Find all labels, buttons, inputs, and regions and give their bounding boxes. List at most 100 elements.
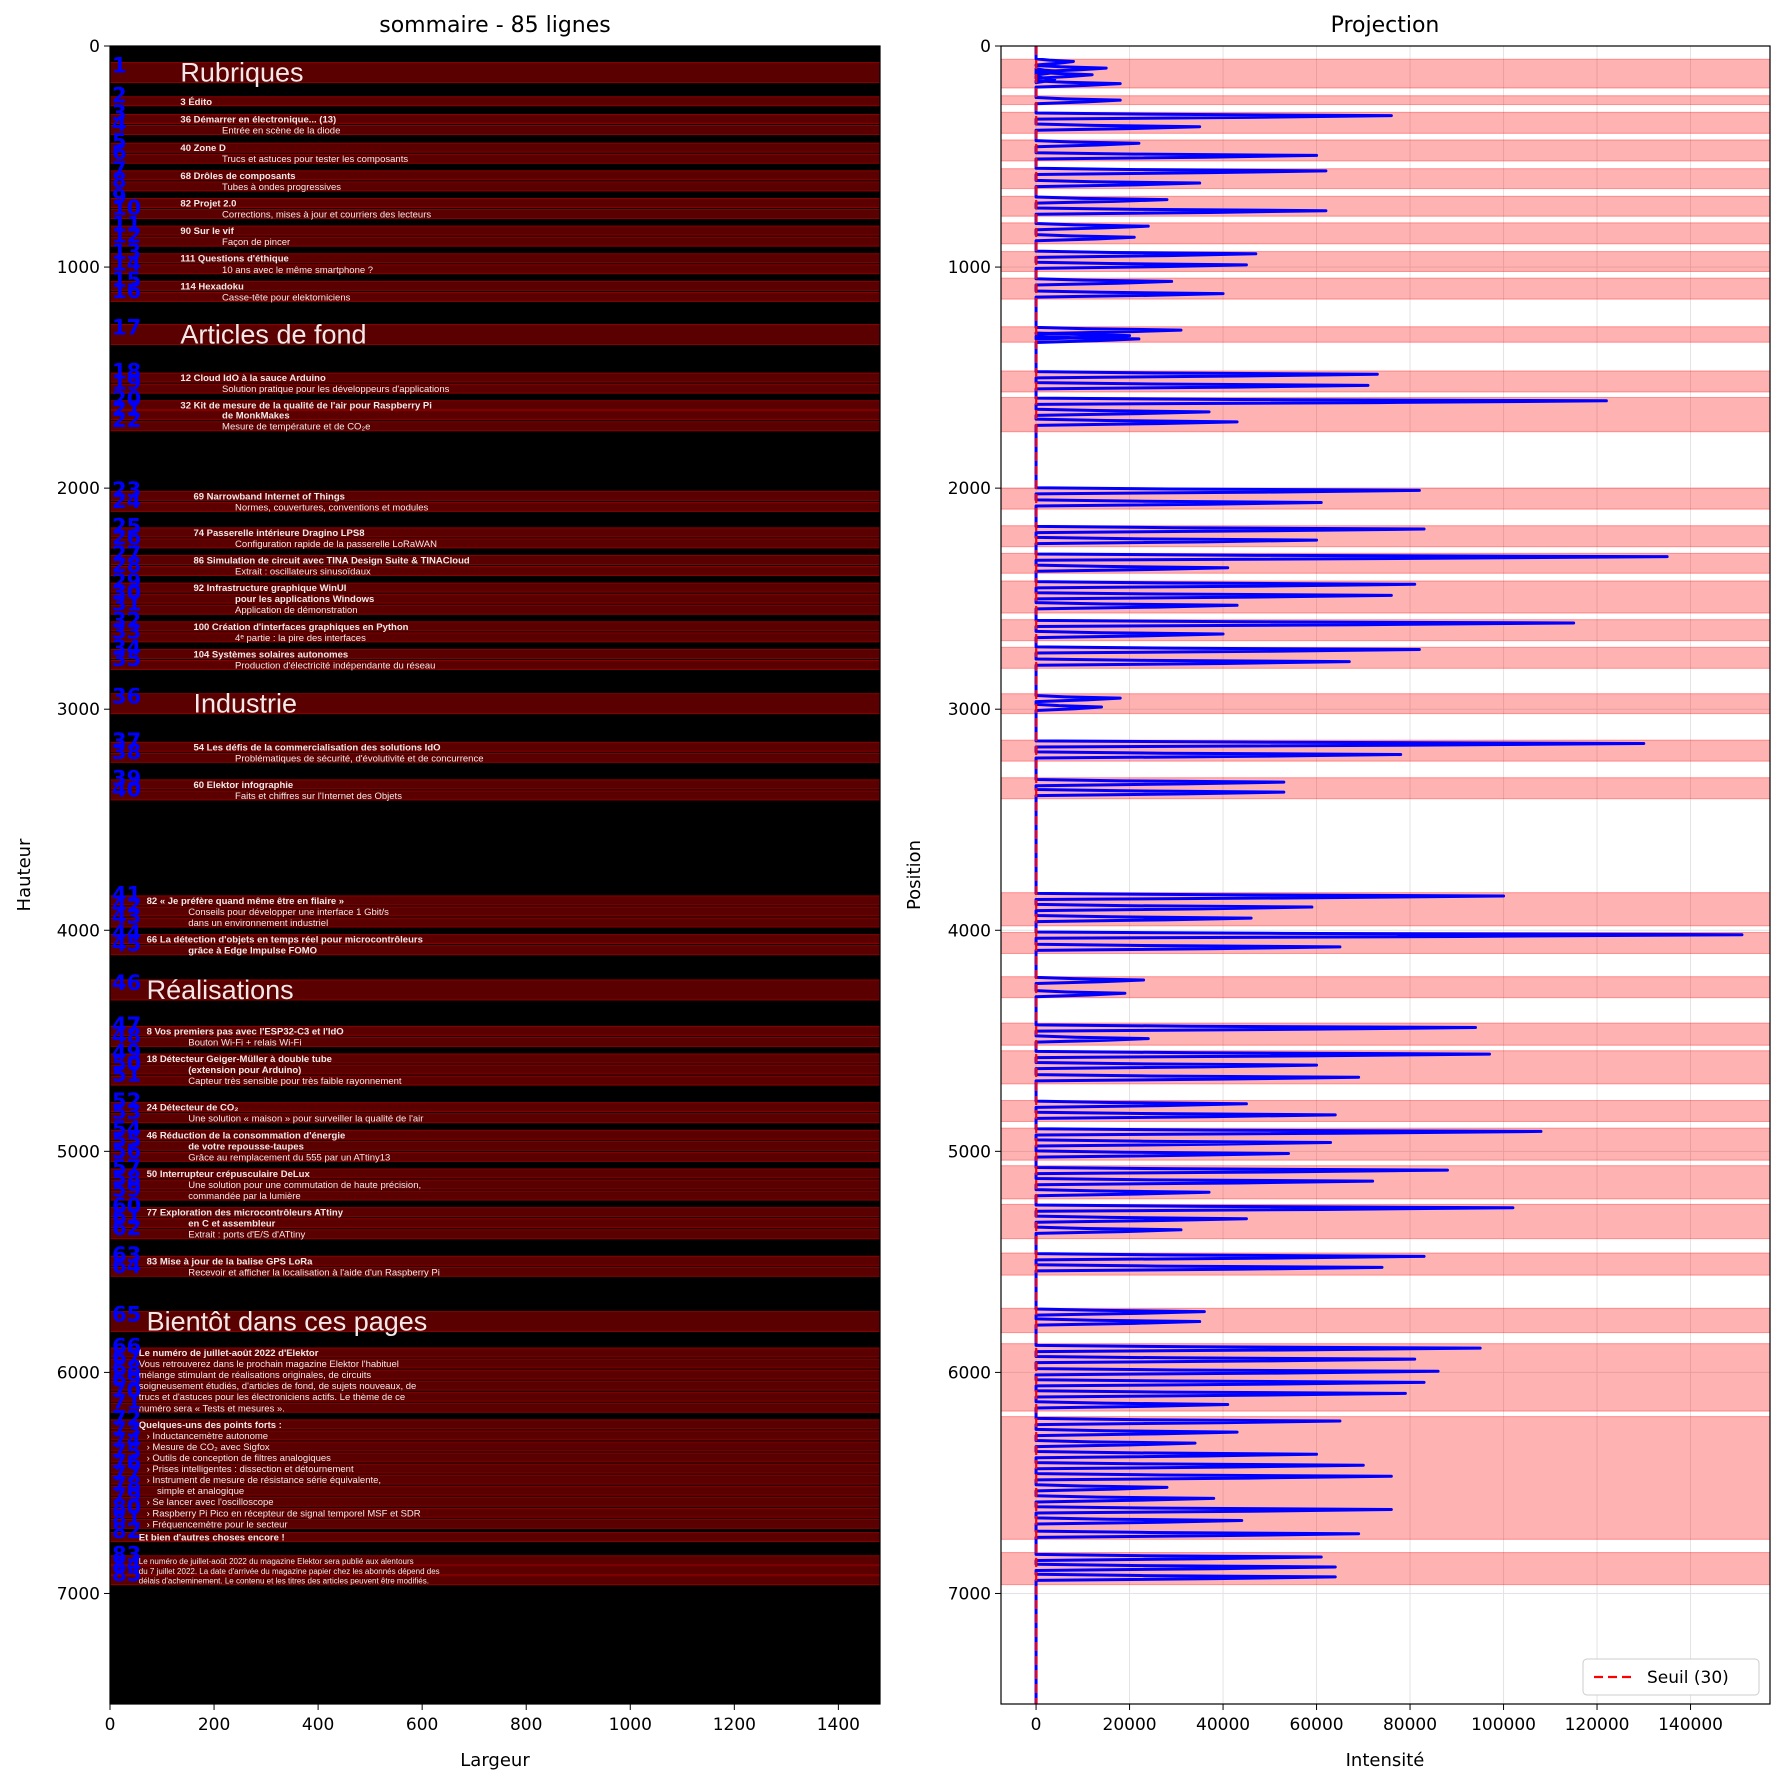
page-text-line: du 7 juillet 2022. La date d'arrivée du … xyxy=(139,1567,440,1576)
page-text-line: Extrait : ports d'E/S d'ATtiny xyxy=(188,1230,305,1241)
page-text-line: Bouton Wi-Fi + relais Wi-Fi xyxy=(188,1037,301,1048)
line-number: 63 xyxy=(112,1243,141,1267)
page-text-line: trucs et d'astuces pour les électronicie… xyxy=(139,1392,405,1403)
page-text-line: Normes, couvertures, conventions et modu… xyxy=(235,502,429,513)
page-text-line: 69 Narrowband Internet of Things xyxy=(193,491,345,502)
line-number: 39 xyxy=(112,766,141,790)
page-text-line: numéro sera « Tests et mesures ». xyxy=(139,1403,285,1414)
page-text-line: 68 Drôles de composants xyxy=(180,171,295,182)
page-text-line: 54 Les défis de la commercialisation des… xyxy=(193,742,440,753)
right-xlabel: Intensité xyxy=(1346,1750,1425,1771)
page-text-line: 4ᵉ partie : la pire des interfaces xyxy=(235,633,366,644)
line-number: 41 xyxy=(112,882,141,906)
line-number: 3 xyxy=(112,101,127,125)
page-text-line: délais d'acheminement. Le contenu et les… xyxy=(139,1577,429,1586)
page-text-line: Mesure de température et de CO₂e xyxy=(222,422,370,433)
page-text-line: Tubes à ondes progressives xyxy=(222,182,341,193)
page-text-line: Problématiques de sécurité, d'évolutivit… xyxy=(235,753,483,764)
page-text-line: de MonkMakes xyxy=(222,411,290,422)
y-tick-label: 2000 xyxy=(948,479,991,499)
page-text-line: 74 Passerelle intérieure Dragino LPS8 xyxy=(193,528,364,539)
line-number: 24 xyxy=(112,489,141,513)
line-number: 4 xyxy=(112,112,127,136)
line-number: 25 xyxy=(112,514,141,538)
line-number: 49 xyxy=(112,1040,141,1064)
page-text-line: pour les applications Windows xyxy=(235,594,374,605)
line-number: 23 xyxy=(112,478,141,502)
page-text-line: Rubriques xyxy=(180,58,303,88)
line-band xyxy=(109,566,881,577)
right-panel: Projection 0 20000 40000 60000 80000 100000 12… xyxy=(904,13,1771,1771)
line-number: 80 xyxy=(112,1495,141,1519)
left-axes-frame xyxy=(109,45,881,1705)
line-number: 64 xyxy=(112,1254,141,1278)
page-text-line: Extrait : oscillateurs sinusoïdaux xyxy=(235,567,371,578)
page-text-line: commandée par la lumière xyxy=(188,1191,300,1202)
page-text-line: › Mesure de CO₂ avec Sigfox xyxy=(147,1442,270,1453)
page-text-line: › Outils de conception de filtres analog… xyxy=(147,1453,332,1464)
page-text-line: simple et analogique xyxy=(157,1486,244,1497)
page-text-line: Une solution « maison » pour surveiller … xyxy=(188,1114,423,1125)
x-tick-label: 60000 xyxy=(1290,1715,1344,1735)
page-text-line: Application de démonstration xyxy=(235,605,358,616)
x-tick-label: 100000 xyxy=(1471,1715,1536,1735)
page-text-line: 86 Simulation de circuit avec TINA Desig… xyxy=(193,555,469,566)
line-number: 45 xyxy=(112,932,141,956)
line-number: 6 xyxy=(112,141,127,165)
line-band xyxy=(109,604,881,615)
line-number: 69 xyxy=(112,1368,141,1392)
line-number: 85 xyxy=(112,1562,141,1586)
right-axes-frame xyxy=(1000,45,1771,1705)
y-tick-label: 1000 xyxy=(57,258,100,278)
line-bands xyxy=(109,62,881,1586)
line-number: 16 xyxy=(112,279,141,303)
line-number: 79 xyxy=(112,1484,141,1508)
line-number: 51 xyxy=(112,1063,141,1087)
y-tick-label: 6000 xyxy=(948,1363,991,1383)
page-text-line: Façon de pincer xyxy=(222,237,290,248)
page-text-line: › Fréquencemètre pour le secteur xyxy=(147,1519,288,1530)
line-number: 21 xyxy=(112,397,141,421)
line-number: 14 xyxy=(112,251,141,275)
line-number: 10 xyxy=(112,196,141,220)
page-text-line: 24 Détecteur de CO₂ xyxy=(147,1103,239,1114)
line-number: 59 xyxy=(112,1178,141,1202)
line-number: 47 xyxy=(112,1013,141,1037)
line-number: 67 xyxy=(112,1346,141,1370)
line-number: 12 xyxy=(112,224,141,248)
y-tick-label: 2000 xyxy=(57,479,100,499)
page-text-line: 100 Création d'interfaces graphiques en … xyxy=(193,622,408,633)
line-band xyxy=(109,96,881,107)
line-number: 32 xyxy=(112,608,141,632)
x-tick-label: 400 xyxy=(302,1715,334,1735)
line-number: 37 xyxy=(112,729,141,753)
right-y-ticks: 0 1000 2000 3000 4000 5000 6000 7000 xyxy=(948,37,1001,1604)
y-tick-label: 4000 xyxy=(57,921,100,941)
left-ylabel: Hauteur xyxy=(14,838,35,912)
x-tick-label: 800 xyxy=(510,1715,542,1735)
page-text-line: (extension pour Arduino) xyxy=(188,1065,301,1076)
left-panel: sommaire - 85 lignes Rubriques 3 Édito 36 … xyxy=(14,13,881,1771)
page-text-line: 114 Hexadoku xyxy=(180,281,244,292)
page-text-line: 46 Réduction de la consommation d'énergi… xyxy=(147,1130,346,1141)
x-tick-label: 120000 xyxy=(1565,1715,1630,1735)
line-number: 35 xyxy=(112,647,141,671)
line-number: 84 xyxy=(112,1552,141,1576)
page-text-line: Quelques-uns des points forts : xyxy=(139,1420,282,1431)
left-x-ticks: 0 200 400 600 800 1000 1200 1400 xyxy=(105,1704,860,1735)
page-text-line: 111 Questions d'éthique xyxy=(180,254,288,265)
right-title: Projection xyxy=(1331,13,1440,38)
page-text-line: Vous retrouverez dans le prochain magazi… xyxy=(139,1359,399,1370)
page-text-line: Grâce au remplacement du 555 par un ATti… xyxy=(188,1152,390,1163)
page-text-line: Entrée en scène de la diode xyxy=(222,126,340,137)
line-number: 74 xyxy=(112,1428,141,1452)
page-text-line: Trucs et astuces pour tester les composa… xyxy=(222,154,408,165)
page-text-line: 60 Elektor infographie xyxy=(193,780,293,791)
line-number: 19 xyxy=(112,371,141,395)
page-text-line: mélange stimulant de réalisations origin… xyxy=(139,1370,372,1381)
x-tick-label: 140000 xyxy=(1658,1715,1723,1735)
line-number: 7 xyxy=(112,157,127,181)
page-text-line: 82 « Je préfère quand même être en filai… xyxy=(147,896,344,907)
left-xlabel: Largeur xyxy=(460,1750,530,1771)
